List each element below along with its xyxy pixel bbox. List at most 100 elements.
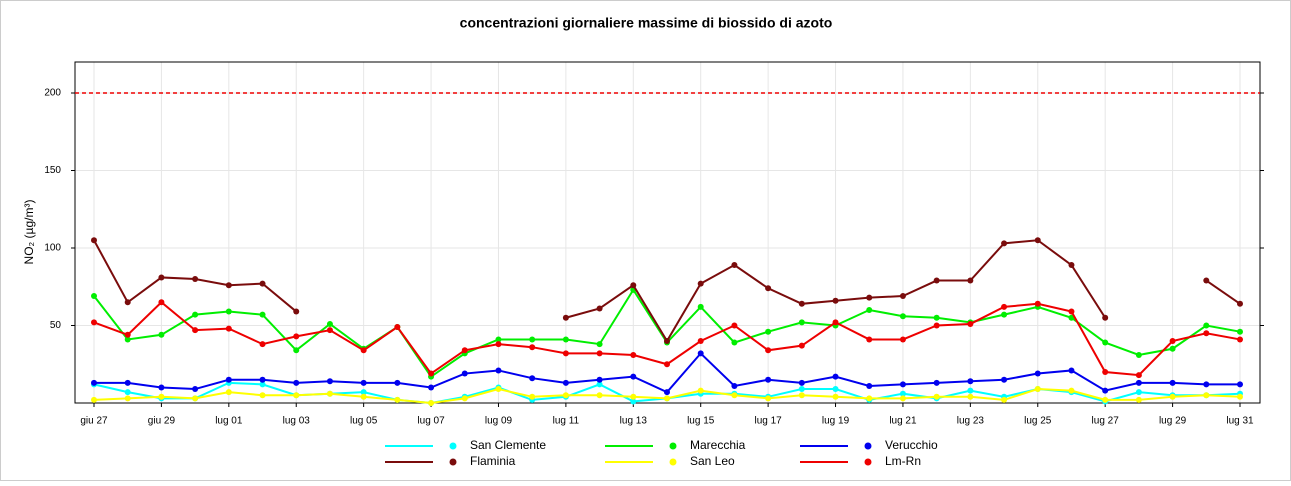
legend-dot	[669, 458, 677, 466]
data-point	[765, 376, 772, 383]
data-point	[1203, 277, 1210, 284]
data-point	[731, 322, 738, 329]
legend-label: Flaminia	[470, 454, 516, 468]
data-point	[933, 277, 940, 284]
x-tick-label: lug 27	[1092, 416, 1120, 427]
data-point	[293, 333, 300, 340]
data-point	[933, 322, 940, 329]
data-point	[1034, 370, 1041, 377]
plot-frame	[74, 61, 1261, 404]
data-point	[1102, 396, 1109, 403]
data-point	[967, 393, 974, 400]
data-point	[158, 274, 165, 281]
data-point	[124, 331, 131, 338]
data-point	[697, 303, 704, 310]
series-line	[1205, 279, 1241, 305]
data-point	[394, 379, 401, 386]
data-point	[124, 395, 131, 402]
data-point	[1034, 237, 1041, 244]
data-point	[1068, 308, 1075, 315]
data-point	[461, 347, 468, 354]
data-point	[630, 398, 637, 405]
data-point	[259, 341, 266, 348]
data-point	[326, 378, 333, 385]
x-tick-label: lug 21	[889, 416, 917, 427]
data-point	[562, 336, 569, 343]
x-tick-label: giu 29	[148, 416, 176, 427]
data-point	[529, 336, 536, 343]
legend-label: Lm-Rn	[885, 454, 921, 468]
data-point	[967, 387, 974, 394]
data-point	[967, 320, 974, 327]
data-point	[596, 350, 603, 357]
data-point	[765, 328, 772, 335]
data-point	[933, 393, 940, 400]
x-tick-label: lug 17	[754, 416, 782, 427]
data-point	[967, 378, 974, 385]
legend-label: Marecchia	[690, 438, 746, 452]
y-tick-label: 100	[44, 243, 61, 254]
data-point	[798, 300, 805, 307]
data-point	[495, 367, 502, 374]
data-point	[1203, 330, 1210, 337]
data-point	[158, 331, 165, 338]
legend-label: Verucchio	[885, 438, 938, 452]
x-tick-label: lug 01	[215, 416, 243, 427]
data-point	[428, 400, 435, 406]
data-point	[866, 382, 873, 389]
data-point	[124, 389, 131, 396]
data-point	[899, 293, 906, 300]
data-point	[259, 376, 266, 383]
data-point	[1001, 303, 1008, 310]
x-tick-label: lug 11	[553, 416, 580, 427]
data-point	[1102, 339, 1109, 346]
data-point	[91, 379, 97, 386]
data-point	[495, 341, 502, 348]
data-point	[293, 392, 300, 399]
data-point	[1135, 372, 1142, 379]
data-point	[562, 350, 569, 357]
x-tick-label: lug 03	[283, 416, 311, 427]
data-point	[225, 389, 232, 396]
y-tick-label: 200	[44, 88, 61, 99]
data-point	[529, 393, 536, 400]
data-point	[562, 314, 569, 321]
data-point	[697, 350, 704, 357]
data-point	[192, 276, 199, 282]
data-point	[933, 314, 940, 321]
data-point	[1169, 338, 1176, 344]
data-point	[293, 347, 300, 354]
data-point	[1102, 369, 1109, 375]
data-point	[731, 392, 738, 399]
data-point	[697, 280, 704, 287]
data-point	[697, 338, 704, 344]
data-point	[529, 344, 536, 351]
data-point	[866, 336, 873, 343]
data-point	[967, 277, 974, 284]
data-point	[1135, 389, 1142, 396]
x-tick-label: lug 23	[957, 416, 985, 427]
data-point	[1237, 381, 1243, 388]
data-point	[630, 393, 637, 400]
data-point	[1135, 396, 1142, 403]
data-point	[1135, 351, 1142, 358]
data-point	[1169, 379, 1176, 386]
x-tick-label: lug 25	[1024, 416, 1052, 427]
data-point	[866, 307, 873, 313]
x-tick-label: lug 09	[485, 416, 513, 427]
data-point	[1001, 240, 1008, 247]
data-point	[1169, 393, 1176, 400]
data-point	[1102, 314, 1109, 321]
data-point	[158, 299, 165, 306]
legend-dot	[669, 442, 677, 450]
data-point	[91, 293, 97, 300]
data-point	[259, 392, 266, 399]
data-point	[731, 339, 738, 346]
data-point	[1237, 300, 1243, 307]
data-point	[192, 386, 199, 393]
data-point	[1034, 300, 1041, 307]
data-point	[259, 311, 266, 318]
data-point	[1001, 311, 1008, 318]
